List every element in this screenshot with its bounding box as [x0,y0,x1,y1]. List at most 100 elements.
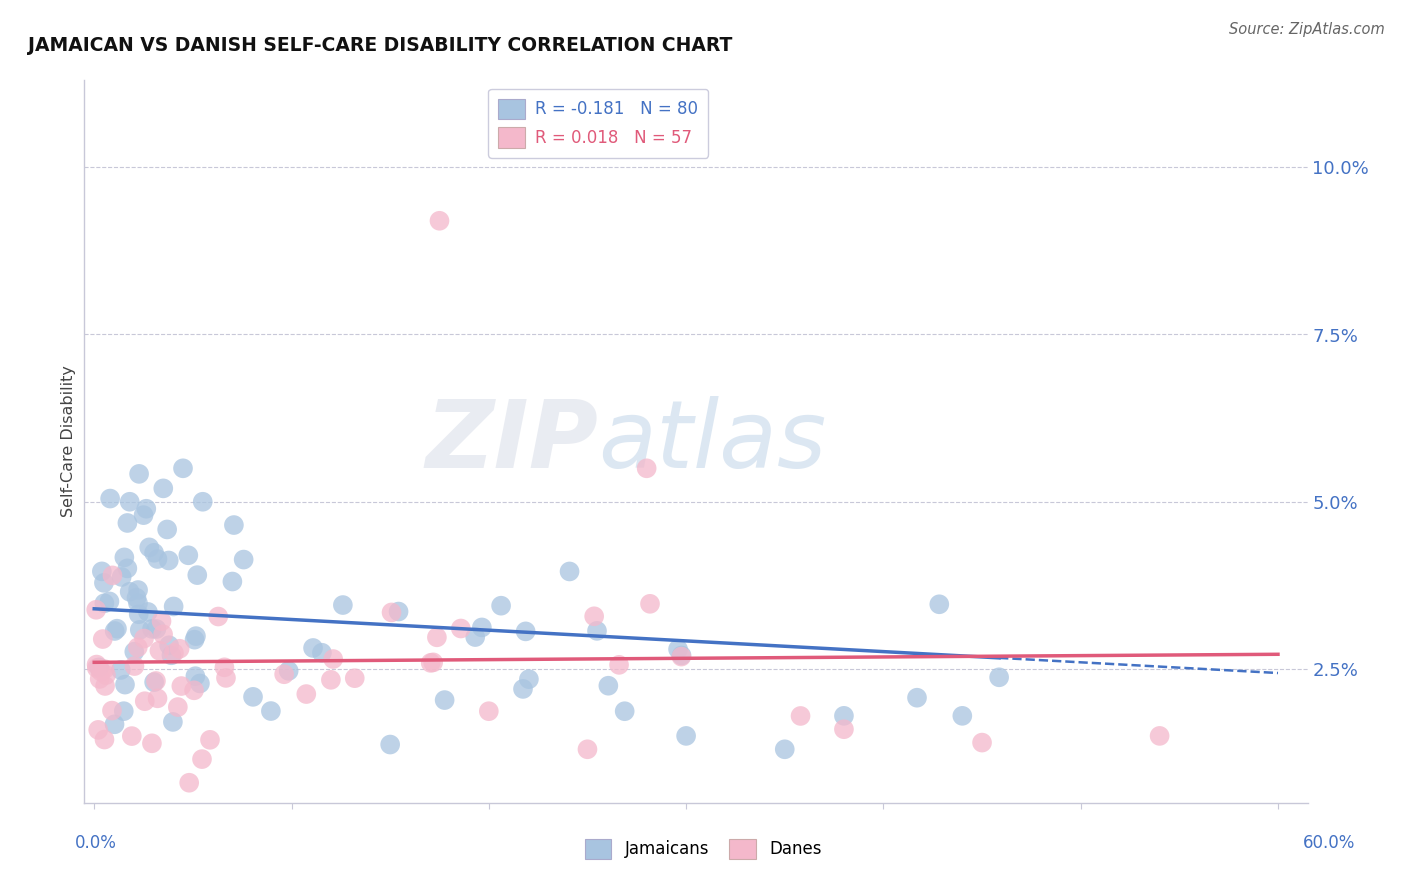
Point [179,776,201,790]
Point [177,549,200,563]
Point [471,620,494,634]
Point [950,708,973,723]
Point [1149,729,1171,743]
Point [89,672,111,686]
Point [136,605,159,619]
Point [117,561,139,575]
Text: atlas: atlas [598,396,827,487]
Point [135,501,157,516]
Point [311,646,333,660]
Point [988,670,1011,684]
Point [636,461,658,475]
Point [132,632,155,646]
Point [160,648,183,663]
Point [90,665,112,679]
Point [127,582,149,597]
Point [277,664,299,678]
Text: 60.0%: 60.0% [1302,834,1355,852]
Point [101,704,124,718]
Point [93,662,115,676]
Point [322,652,344,666]
Point [183,632,205,647]
Point [124,659,146,673]
Point [114,677,136,691]
Point [138,541,160,555]
Point [86,661,108,675]
Point [98,594,121,608]
Point [295,687,318,701]
Point [172,461,194,475]
Legend: Jamaicans, Danes: Jamaicans, Danes [578,832,828,866]
Point [162,599,184,614]
Point [127,596,149,610]
Point [86,657,108,672]
Text: ZIP: ZIP [425,395,598,488]
Text: 0.0%: 0.0% [75,834,117,852]
Point [928,597,950,611]
Point [91,632,114,646]
Text: JAMAICAN VS DANISH SELF-CARE DISABILITY CORRELATION CHART: JAMAICAN VS DANISH SELF-CARE DISABILITY … [28,36,733,54]
Point [380,606,402,620]
Point [125,591,148,605]
Legend: R = -0.181   N = 80, R = 0.018   N = 57: R = -0.181 N = 80, R = 0.018 N = 57 [488,88,709,158]
Point [93,596,115,610]
Point [170,679,193,693]
Point [121,729,143,743]
Point [112,550,135,565]
Point [332,598,354,612]
Point [84,603,107,617]
Point [166,700,188,714]
Point [380,738,402,752]
Point [675,729,697,743]
Point [87,723,110,737]
Point [450,622,472,636]
Point [117,516,139,530]
Point [143,675,166,690]
Point [586,624,609,638]
Point [613,704,636,718]
Point [157,638,180,652]
Point [128,623,150,637]
Point [387,605,409,619]
Point [517,672,540,686]
Point [112,704,135,718]
Point [666,642,689,657]
Point [207,609,229,624]
Point [429,213,451,227]
Point [419,656,441,670]
Point [598,679,620,693]
Point [191,494,214,508]
Point [146,691,169,706]
Point [433,693,456,707]
Point [127,640,149,655]
Point [87,660,110,674]
Point [583,609,606,624]
Point [152,627,174,641]
Point [148,643,170,657]
Point [515,624,537,639]
Point [422,656,444,670]
Point [671,648,693,663]
Point [163,646,186,660]
Point [124,645,146,659]
Point [260,704,283,718]
Point [145,622,167,636]
Point [478,704,501,718]
Point [221,574,243,589]
Point [98,491,121,506]
Point [103,717,125,731]
Point [426,630,449,644]
Point [152,482,174,496]
Point [128,607,150,622]
Point [905,690,928,705]
Point [110,663,132,677]
Point [970,735,993,749]
Point [169,641,191,656]
Point [214,660,236,674]
Point [638,597,661,611]
Point [215,671,238,685]
Point [93,732,115,747]
Point [141,736,163,750]
Point [242,690,264,704]
Point [576,742,599,756]
